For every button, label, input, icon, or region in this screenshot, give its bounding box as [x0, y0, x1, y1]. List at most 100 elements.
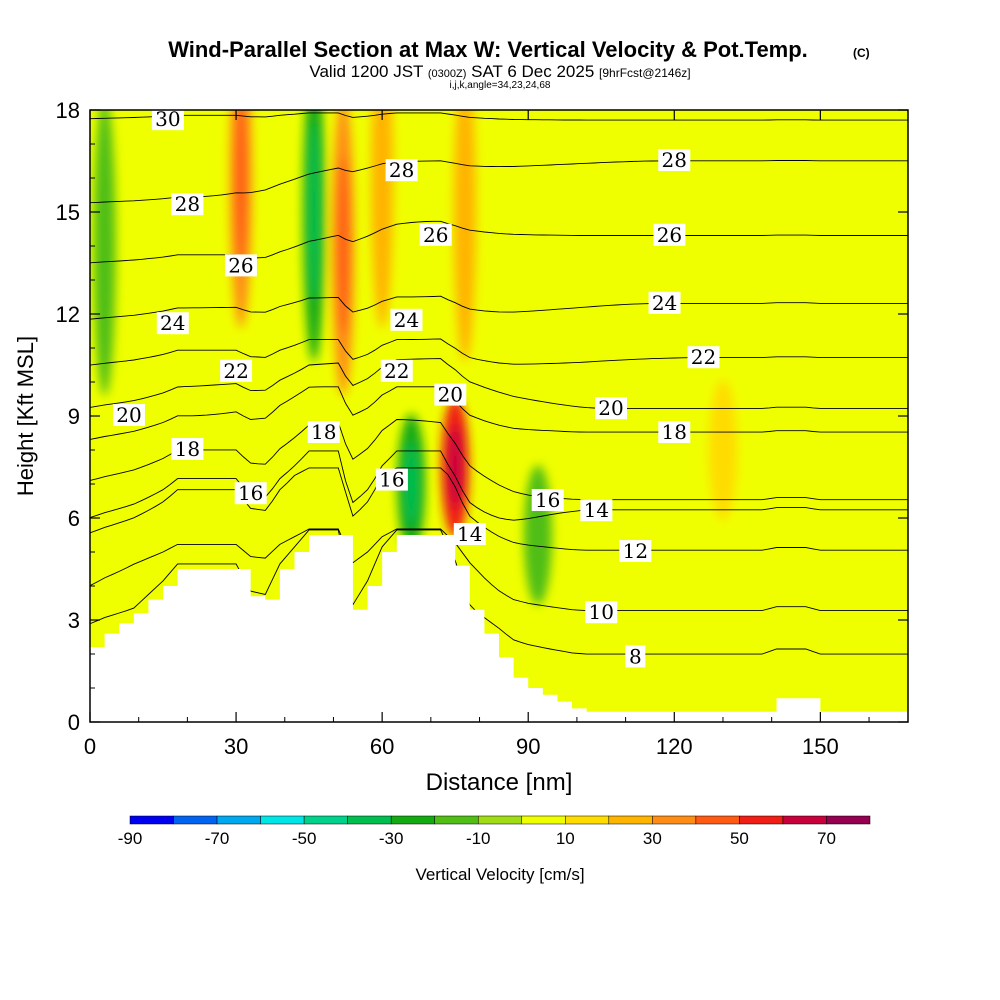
- velocity-cell: [93, 110, 116, 396]
- contour-label: 14: [580, 498, 613, 522]
- velocity-cell: [453, 110, 476, 362]
- colorbar-swatch: [782, 815, 827, 825]
- colorbar-swatch: [477, 815, 523, 825]
- theta-contour-20: [90, 358, 908, 409]
- colorbar-swatch: [347, 815, 392, 825]
- field-cells: [93, 110, 737, 605]
- y-tick-label: 18: [56, 98, 80, 123]
- colorbar-swatch: [695, 815, 740, 825]
- colorbar-swatch: [565, 815, 610, 825]
- contour-label: 20: [594, 396, 627, 420]
- colorbar-tick-label: 10: [556, 829, 575, 848]
- contour-labels: 8 10 12 14 14 16 16 16 18 18 18 20 20 20 22 22 22 24 24 24 2…: [112, 107, 720, 668]
- theta-contour-8: [90, 529, 908, 655]
- colorbar-swatch: [390, 815, 435, 825]
- contour-label: 24: [156, 311, 189, 335]
- colorbar-tick-label: 50: [730, 829, 749, 848]
- colorbar-swatch: [434, 815, 479, 825]
- contour-label-text: 30: [155, 107, 180, 131]
- contour-label-text: 26: [423, 223, 448, 247]
- colorbar-tick-label: -10: [466, 829, 491, 848]
- contour-label: 18: [658, 420, 691, 444]
- y-tick-label: 3: [68, 608, 80, 633]
- contour-label: 16: [531, 488, 564, 512]
- theta-contour-16: [90, 419, 908, 501]
- y-tick-label: 9: [68, 404, 80, 429]
- contour-label-text: 22: [223, 359, 248, 383]
- colorbar-swatch: [216, 815, 261, 825]
- chart-title: Wind-Parallel Section at Max W: Vertical…: [168, 37, 808, 62]
- contour-label-text: 22: [691, 345, 716, 369]
- contour-label: 14: [453, 522, 486, 546]
- x-tick-label: 90: [516, 734, 540, 759]
- terrain: [90, 535, 908, 722]
- velocity-core: [308, 122, 320, 302]
- theta-contour-10: [90, 528, 908, 612]
- x-tick-label: 0: [84, 734, 96, 759]
- colorbar-tick-label: -90: [118, 829, 143, 848]
- contour-label-text: 16: [238, 481, 263, 505]
- contour-label: 30: [151, 107, 184, 131]
- contour-label-text: 28: [389, 158, 414, 182]
- theta-contour-18: [90, 386, 908, 440]
- contour-label: 26: [224, 253, 257, 277]
- contour-label-text: 18: [662, 420, 687, 444]
- contour-label-text: 8: [629, 644, 642, 668]
- contour-label: 26: [419, 223, 452, 247]
- contour-label-text: 10: [589, 600, 614, 624]
- theta-contour-14: [90, 450, 908, 521]
- contour-label-text: 16: [535, 488, 560, 512]
- contour-label: 10: [585, 600, 618, 624]
- colorbar-tick-label: -50: [292, 829, 317, 848]
- terrain-mask: [90, 535, 908, 722]
- y-tick-label: 0: [68, 710, 80, 735]
- colorbar-tick-label: -70: [205, 829, 230, 848]
- grid-indices: i,j,k,angle=34,23,24,68: [450, 80, 551, 91]
- colorbar-swatch: [303, 815, 348, 825]
- contour-label: 18: [171, 437, 204, 461]
- contour-label: 28: [171, 192, 204, 216]
- contour-label-text: 14: [457, 522, 482, 546]
- velocity-core: [404, 442, 419, 526]
- contour-label: 26: [653, 223, 686, 247]
- x-tick-label: 120: [656, 734, 693, 759]
- colorbar-tick-label: -30: [379, 829, 404, 848]
- contour-label-text: 28: [662, 148, 687, 172]
- contour-label: 20: [434, 383, 467, 407]
- y-tick-label: 6: [68, 506, 80, 531]
- contour-label-text: 18: [311, 420, 336, 444]
- contour-label-text: 22: [384, 359, 409, 383]
- contour-label: 22: [380, 359, 413, 383]
- contour-label: 24: [390, 308, 423, 332]
- contour-label: 16: [375, 468, 408, 492]
- theta-contour-12: [90, 467, 908, 551]
- colorbar-swatch: [173, 815, 218, 825]
- contour-label-text: 26: [657, 223, 682, 247]
- theta-contour-22: [90, 338, 908, 366]
- x-tick-label: 30: [224, 734, 248, 759]
- y-tick-label: 12: [56, 302, 80, 327]
- valid-date: SAT 6 Dec 2025: [471, 62, 594, 81]
- valid-prefix: Valid 1200 JST: [309, 62, 423, 81]
- contour-label-text: 24: [394, 308, 419, 332]
- colorbar-tick-label: 70: [817, 829, 836, 848]
- contour-label: 22: [220, 359, 253, 383]
- contour-label: 8: [625, 644, 646, 668]
- contour-label-text: 26: [228, 253, 253, 277]
- contour-label-text: 16: [379, 468, 404, 492]
- valid-time-line: Valid 1200 JST (0300Z) SAT 6 Dec 2025 [9…: [309, 62, 690, 81]
- axes: 0 30 60 90 120 150 0 3 6 9 12 15 18: [56, 98, 908, 759]
- colorbar-tick-label: 30: [643, 829, 662, 848]
- valid-utc: (0300Z): [428, 68, 467, 80]
- velocity-cell: [708, 380, 737, 520]
- contour-label-text: 18: [175, 437, 200, 461]
- contour-label-text: 24: [652, 291, 677, 315]
- contour-label: 28: [385, 158, 418, 182]
- contour-label-text: 24: [160, 311, 185, 335]
- y-tick-label: 15: [56, 200, 80, 225]
- velocity-core: [235, 110, 247, 268]
- velocity-cell: [523, 465, 552, 605]
- colorbar-swatch: [260, 815, 305, 825]
- copyright-mark: (C): [853, 46, 870, 60]
